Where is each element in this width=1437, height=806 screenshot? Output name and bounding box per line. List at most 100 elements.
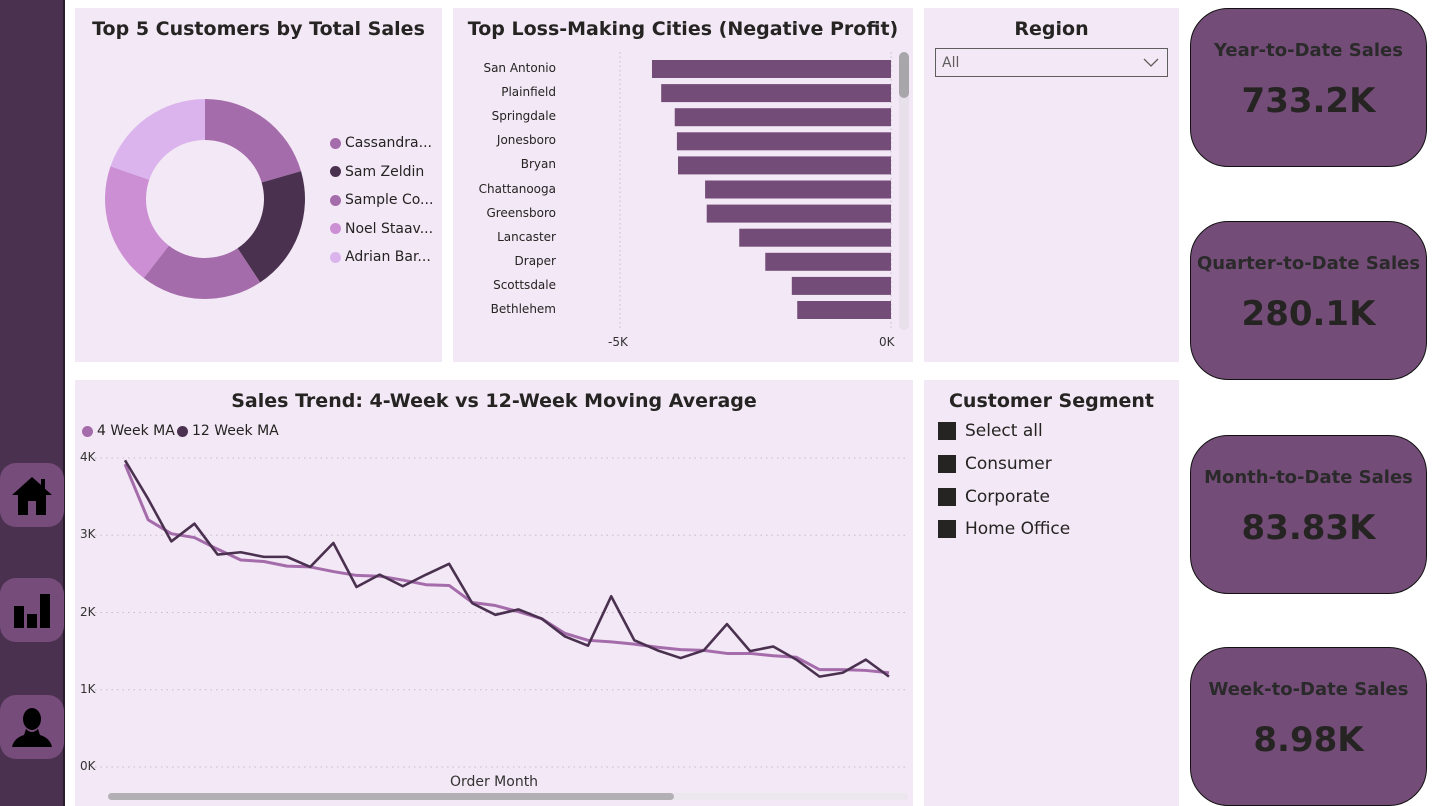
series-line-4-week[interactable] — [123, 463, 890, 675]
y-tick-label: 1K — [80, 681, 96, 696]
home-icon — [12, 477, 52, 515]
legend-dot — [330, 137, 341, 149]
legend-label: Cassandra... — [345, 135, 432, 151]
scrollbar-thumb[interactable] — [899, 52, 909, 98]
legend-label: 12 Week MA — [192, 423, 279, 439]
city-label: Lancaster — [497, 229, 556, 244]
city-label: Draper — [514, 253, 556, 268]
donut-slice[interactable] — [104, 166, 169, 279]
legend-dot — [330, 194, 341, 206]
kpi-wtd-sales: Week-to-Date Sales 8.98K — [1190, 647, 1427, 806]
legend-item: Sam Zeldin — [330, 164, 424, 180]
checkbox[interactable] — [938, 455, 956, 473]
legend-4-week: 4 Week MA — [82, 423, 175, 439]
legend-label: 4 Week MA — [97, 423, 175, 439]
legend-dot — [330, 223, 341, 234]
option-label: Corporate — [965, 487, 1050, 507]
bar[interactable] — [739, 228, 891, 247]
bar[interactable] — [674, 108, 891, 127]
legend-12-week: 12 Week MA — [177, 423, 279, 439]
bar[interactable] — [705, 180, 891, 199]
city-label: Greensboro — [486, 205, 556, 220]
bar[interactable] — [651, 60, 891, 78]
legend-label: Sample Co... — [345, 192, 434, 208]
bar[interactable] — [791, 276, 891, 295]
kpi-title: Year-to-Date Sales — [1214, 40, 1403, 61]
loss-cities-panel: Top Loss-Making Cities (Negative Profit)… — [453, 8, 913, 362]
legend-label: Sam Zeldin — [345, 163, 425, 180]
kpi-value: 733.2K — [1241, 81, 1376, 121]
legend-dot — [330, 166, 341, 177]
horizontal-scrollbar[interactable] — [108, 793, 908, 800]
y-tick-label: 2K — [80, 604, 96, 619]
y-tick-label: 3K — [80, 527, 96, 542]
segment-option-consumer[interactable]: Consumer — [938, 454, 1052, 474]
segment-option-home-office[interactable]: Home Office — [938, 519, 1070, 539]
scrollbar-thumb[interactable] — [108, 793, 674, 800]
x-tick-label: 0K — [879, 335, 895, 349]
panel-title: Region — [1014, 18, 1089, 40]
bar[interactable] — [676, 132, 891, 151]
kpi-value: 280.1K — [1241, 294, 1376, 334]
bar[interactable] — [765, 252, 891, 271]
donut-slice[interactable] — [237, 171, 305, 283]
city-label: Chattanooga — [478, 181, 556, 196]
city-label: San Antonio — [483, 61, 556, 75]
nav-user-button[interactable] — [0, 695, 64, 759]
segment-option-select-all[interactable]: Select all — [938, 421, 1043, 441]
kpi-title: Month-to-Date Sales — [1204, 467, 1413, 488]
legend-item: Sample Co... — [330, 192, 433, 208]
series-line-12-week[interactable] — [123, 459, 890, 678]
x-tick-label: -5K — [608, 335, 628, 349]
legend-label: Adrian Bar... — [345, 249, 431, 265]
customer-segment-slicer: Customer Segment — [924, 380, 1179, 806]
kpi-mtd-sales: Month-to-Date Sales 83.83K — [1190, 435, 1427, 594]
legend-dot — [177, 425, 188, 437]
segment-option-corporate[interactable]: Corporate — [938, 487, 1050, 507]
bar-chart — [619, 52, 892, 330]
city-label: Plainfield — [501, 85, 556, 100]
y-tick-label: 4K — [80, 450, 96, 464]
nav-home-button[interactable] — [0, 463, 64, 527]
top-customers-panel: Top 5 Customers by Total Sales Cassandra… — [75, 8, 442, 362]
legend-dot — [330, 251, 341, 263]
legend-item: Adrian Bar... — [330, 249, 431, 265]
bar[interactable] — [706, 204, 891, 223]
panel-title: Top Loss-Making Cities (Negative Profit) — [467, 18, 899, 40]
bar[interactable] — [677, 156, 891, 175]
region-dropdown[interactable]: All — [935, 48, 1168, 77]
bar[interactable] — [661, 84, 891, 103]
panel-title: Customer Segment — [948, 390, 1155, 412]
bar[interactable] — [797, 301, 891, 319]
option-label: Home Office — [965, 519, 1071, 539]
panel-title: Sales Trend: 4-Week vs 12-Week Moving Av… — [231, 390, 757, 412]
donut-slice[interactable] — [205, 99, 302, 183]
city-label: Bryan — [520, 157, 556, 172]
kpi-qtd-sales: Quarter-to-Date Sales 280.1K — [1190, 221, 1427, 380]
legend-dot — [82, 425, 93, 437]
sales-trend-panel: Sales Trend: 4-Week vs 12-Week Moving Av… — [75, 380, 913, 806]
y-tick-label: 0K — [80, 759, 96, 773]
kpi-value: 8.98K — [1253, 720, 1364, 760]
checkbox[interactable] — [938, 422, 956, 440]
donut-slice[interactable] — [110, 99, 205, 180]
sidebar — [0, 0, 65, 806]
donut-chart — [104, 99, 305, 299]
donut-slice[interactable] — [143, 245, 261, 299]
chevron-down-icon — [1143, 58, 1159, 67]
user-icon — [12, 708, 52, 747]
checkbox[interactable] — [938, 520, 956, 538]
bar-chart-icon — [14, 594, 50, 628]
x-axis-title: Order Month — [449, 774, 539, 790]
panel-title: Top 5 Customers by Total Sales — [92, 18, 425, 40]
kpi-ytd-sales: Year-to-Date Sales 733.2K — [1190, 8, 1427, 167]
kpi-title: Quarter-to-Date Sales — [1196, 253, 1421, 274]
scrollbar-track[interactable] — [899, 52, 909, 330]
legend-label: Noel Staav... — [345, 220, 434, 237]
option-label: Select all — [965, 421, 1043, 441]
city-label: Springdale — [491, 109, 556, 124]
nav-chart-button[interactable] — [0, 578, 64, 642]
city-label: Scottsdale — [493, 277, 556, 292]
legend-item: Cassandra... — [330, 135, 432, 151]
checkbox[interactable] — [938, 488, 956, 506]
